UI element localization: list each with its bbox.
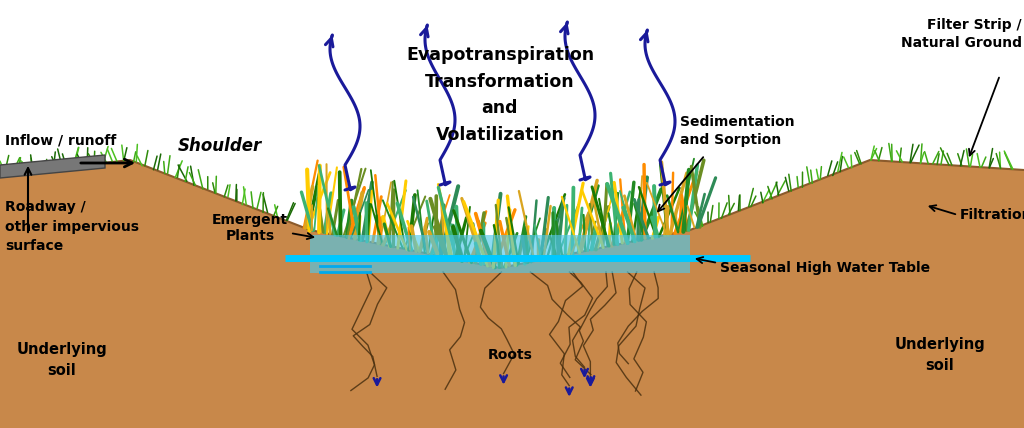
Text: Underlying
soil: Underlying soil	[895, 337, 985, 373]
Text: Roadway /
other impervious
surface: Roadway / other impervious surface	[5, 200, 139, 253]
Text: Shoulder: Shoulder	[178, 137, 262, 155]
Text: Underlying
soil: Underlying soil	[16, 342, 108, 378]
Text: Filtration: Filtration	[961, 208, 1024, 222]
Text: Inflow / runoff: Inflow / runoff	[5, 134, 117, 148]
Text: Emergent
Plants: Emergent Plants	[212, 213, 288, 243]
Text: Roots: Roots	[487, 348, 532, 362]
Text: Filter Strip /
Natural Ground: Filter Strip / Natural Ground	[901, 18, 1022, 51]
Polygon shape	[0, 160, 1024, 428]
Polygon shape	[0, 155, 105, 178]
Text: Sedimentation
and Sorption: Sedimentation and Sorption	[680, 115, 795, 147]
Text: Seasonal High Water Table: Seasonal High Water Table	[720, 261, 930, 275]
Text: Evapotranspiration
Transformation
and
Volatilization: Evapotranspiration Transformation and Vo…	[406, 46, 594, 144]
Polygon shape	[310, 235, 690, 273]
